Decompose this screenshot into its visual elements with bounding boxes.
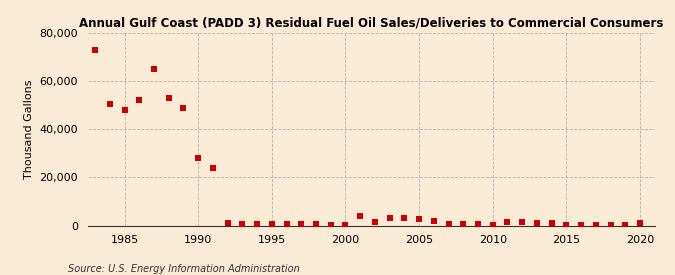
Point: [620, 222, 630, 227]
Point: [105, 102, 115, 106]
Point: [634, 220, 645, 225]
Point: [399, 216, 410, 220]
Point: [207, 166, 218, 170]
Point: [531, 220, 542, 225]
Point: [429, 218, 439, 223]
Point: [148, 67, 159, 71]
Point: [267, 222, 277, 226]
Point: [384, 216, 395, 221]
Point: [369, 220, 380, 224]
Point: [325, 222, 336, 227]
Point: [546, 221, 557, 226]
Point: [178, 105, 189, 110]
Y-axis label: Thousand Gallons: Thousand Gallons: [24, 79, 34, 179]
Point: [296, 222, 306, 227]
Title: Annual Gulf Coast (PADD 3) Residual Fuel Oil Sales/Deliveries to Commercial Cons: Annual Gulf Coast (PADD 3) Residual Fuel…: [79, 16, 664, 29]
Point: [561, 222, 572, 227]
Point: [355, 214, 366, 218]
Point: [458, 222, 468, 226]
Point: [487, 222, 498, 227]
Point: [472, 222, 483, 227]
Text: Source: U.S. Energy Information Administration: Source: U.S. Energy Information Administ…: [68, 264, 299, 274]
Point: [163, 96, 174, 100]
Point: [443, 222, 454, 226]
Point: [222, 220, 233, 225]
Point: [576, 222, 587, 227]
Point: [134, 98, 144, 103]
Point: [605, 223, 616, 227]
Point: [119, 108, 130, 112]
Point: [340, 222, 351, 227]
Point: [252, 222, 263, 226]
Point: [502, 220, 513, 224]
Point: [591, 222, 601, 227]
Point: [414, 217, 425, 222]
Point: [237, 221, 248, 226]
Point: [193, 156, 204, 160]
Point: [310, 222, 321, 227]
Point: [90, 48, 101, 52]
Point: [517, 219, 528, 224]
Point: [281, 222, 292, 226]
